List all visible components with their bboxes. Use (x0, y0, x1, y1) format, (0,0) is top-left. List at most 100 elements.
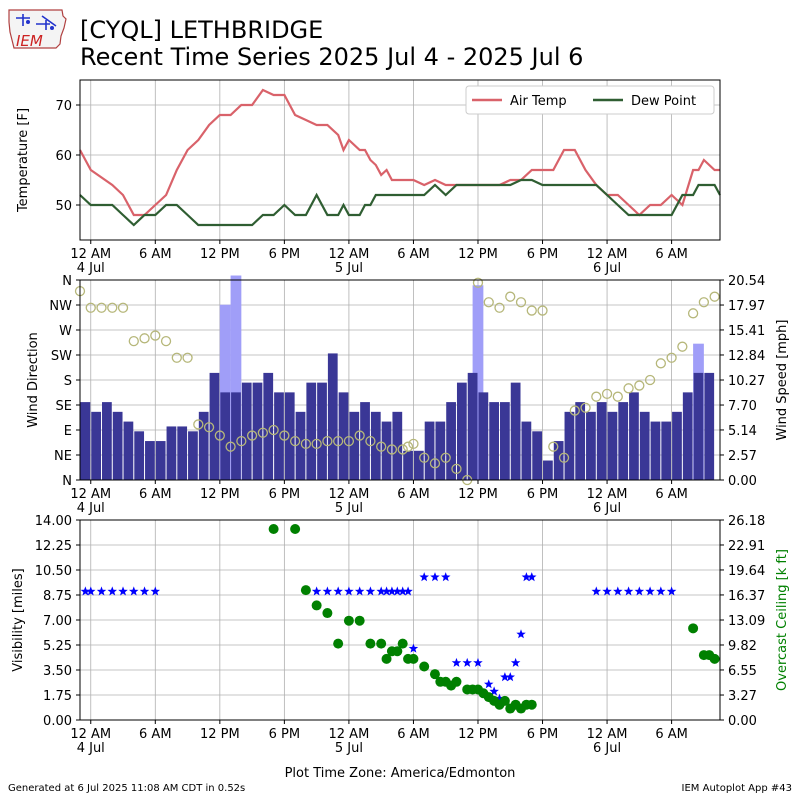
visibility-point-19 (403, 586, 413, 596)
visibility-late-point-1 (602, 586, 612, 596)
wind-direction-point-53 (634, 380, 645, 391)
vis-y2tick-label-7: 22.91 (728, 539, 765, 554)
visibility-late-point-2 (613, 586, 623, 596)
ceiling-point-0 (268, 524, 279, 535)
wind-speed-bar-24 (338, 392, 349, 480)
temp-xtick-label-2: 12 PM (200, 247, 240, 262)
visibility-point-11 (344, 586, 354, 596)
ceiling-point-7 (354, 615, 365, 626)
wind-y2tick-label-3: 7.70 (728, 399, 757, 414)
wind-direction-point-19 (279, 430, 290, 441)
visibility-point-32 (510, 657, 521, 667)
visibility-point-13 (365, 586, 376, 596)
wind-speed-bar-10 (188, 431, 198, 480)
wind-speed-bar-5 (134, 431, 145, 480)
wind-speed-bar-1 (91, 411, 102, 480)
temp-xtick-label-6: 12 PM (458, 247, 498, 262)
wind-speed-bar-42 (532, 431, 543, 480)
wind-direction-point-30 (397, 444, 408, 455)
vis-ytick-label-5: 8.75 (43, 589, 72, 604)
wind-y2label: Wind Speed [mph] (775, 320, 790, 441)
wind-direction-point-20 (289, 435, 301, 447)
wind-direction-point-7 (150, 330, 161, 341)
wind-speed-bar-55 (672, 411, 682, 480)
visibility-late-point-0 (591, 586, 602, 596)
wind-speed-bar-26 (360, 402, 370, 480)
vis-y2tick-label-5: 16.37 (728, 589, 765, 604)
wind-y2tick-label-8: 20.54 (728, 274, 765, 289)
wind-direction-point-14 (225, 441, 236, 452)
wind-direction-point-51 (612, 391, 623, 402)
ceiling-point-4 (322, 608, 333, 619)
wind-direction-point-48 (580, 402, 591, 413)
wind-y2tick-label-2: 5.14 (728, 424, 757, 439)
wind-direction-point-44 (537, 305, 548, 316)
wind-direction-point-39 (483, 297, 494, 308)
wind-direction-point-31 (402, 441, 414, 452)
vis-ytick-label-4: 7.00 (43, 614, 72, 629)
wind-speed-bar-7 (155, 441, 166, 480)
wind-speed-bar-4 (123, 421, 134, 480)
ceiling-point-8 (365, 638, 376, 649)
wind-direction-point-4 (117, 302, 129, 313)
visibility-point-26 (473, 657, 483, 667)
wind-xtick-sublabel-8: 6 Jul (593, 501, 621, 516)
ceiling-point-2 (300, 585, 311, 596)
iem-logo: IEM (8, 9, 67, 50)
vis-ytick-label-7: 12.25 (35, 539, 72, 554)
vis-y2tick-label-3: 9.82 (728, 639, 757, 654)
visibility-point-28 (489, 686, 499, 696)
wind-direction-point-35 (440, 452, 451, 463)
wind-y2tick-label-1: 2.57 (728, 449, 757, 464)
visibility-point-4 (118, 586, 128, 596)
wind-speed-bar-8 (166, 426, 177, 480)
temp-xtick-sublabel-0: 4 Jul (77, 261, 105, 276)
wind-xtick-sublabel-0: 4 Jul (77, 501, 105, 516)
wind-speed-bar-40 (510, 382, 521, 480)
wind-speed-bar-18 (274, 392, 284, 480)
vis-xtick-label-0: 12 AM (70, 727, 111, 742)
wind-direction-point-28 (376, 441, 387, 452)
visibility-point-9 (322, 586, 333, 596)
vis-y2tick-label-1: 3.27 (728, 689, 757, 704)
wind-direction-point-32 (408, 438, 419, 450)
wind-direction-point-13 (214, 430, 225, 441)
temp-series-line-0 (79, 88, 720, 217)
visibility-point-30 (500, 672, 510, 682)
wind-speed-bar-53 (650, 421, 661, 480)
wind-speed-bar-43 (543, 460, 553, 480)
visibility-point-14 (376, 586, 386, 596)
wind-direction-point-55 (655, 358, 666, 369)
wind-speed-bar-20 (295, 411, 306, 480)
ceiling-point-21 (451, 676, 462, 687)
wind-speed-bar-44 (553, 441, 564, 480)
visibility-point-29 (494, 693, 505, 703)
wind-speed-bar-51 (629, 392, 639, 480)
visibility-point-22 (430, 572, 440, 582)
wind-ytick-label-4: S (64, 374, 72, 389)
vis-xtick-sublabel-4: 5 Jul (335, 741, 363, 756)
temp-xtick-label-5: 6 AM (397, 247, 430, 262)
wind-direction-point-50 (601, 388, 613, 400)
wind-speed-bar-32 (424, 421, 435, 480)
vis-ytick-label-6: 10.50 (35, 564, 72, 579)
logo-text: IEM (16, 32, 43, 50)
ceiling-point-9 (376, 638, 387, 649)
wind-speed-bar-12 (209, 372, 220, 480)
temp-xtick-label-8: 12 AM (587, 247, 628, 262)
visibility-point-10 (333, 586, 343, 596)
wind-direction-point-10 (182, 352, 193, 363)
wind-direction-point-12 (203, 422, 215, 433)
wind-speed-bar-9 (177, 426, 188, 480)
wind-speed-bar-36 (467, 372, 478, 480)
vis-y2tick-label-8: 26.18 (728, 514, 765, 529)
visibility-point-0 (80, 586, 91, 596)
wind-direction-point-17 (257, 427, 269, 438)
wind-gust-bar-2 (472, 285, 484, 480)
wind-speed-bar-31 (413, 450, 424, 480)
vis-ytick-label-8: 14.00 (35, 514, 72, 529)
temp-ytick-label-2: 70 (55, 99, 72, 114)
wind-direction-point-59 (698, 297, 710, 308)
vis-ytick-label-0: 0.00 (43, 714, 72, 729)
ceiling-point-16 (419, 661, 430, 672)
